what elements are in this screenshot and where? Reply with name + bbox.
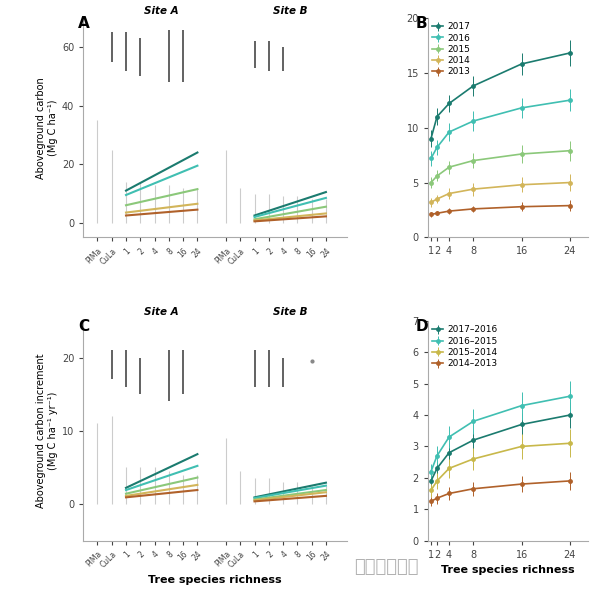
Text: 实用攻略知识: 实用攻略知识 xyxy=(354,558,418,576)
Text: Site A: Site A xyxy=(144,7,179,17)
Text: Site B: Site B xyxy=(273,307,308,317)
Text: Site B: Site B xyxy=(273,7,308,17)
Text: D: D xyxy=(415,319,428,334)
X-axis label: Tree species richness: Tree species richness xyxy=(148,575,282,585)
Legend: 2017–2016, 2016–2015, 2015–2014, 2014–2013: 2017–2016, 2016–2015, 2015–2014, 2014–20… xyxy=(432,326,497,368)
Text: A: A xyxy=(78,15,90,31)
Text: B: B xyxy=(415,15,426,31)
Legend: 2017, 2016, 2015, 2014, 2013: 2017, 2016, 2015, 2014, 2013 xyxy=(432,23,470,77)
X-axis label: Tree species richness: Tree species richness xyxy=(441,565,575,575)
Y-axis label: Aboveground carbon
(Mg C ha⁻¹): Aboveground carbon (Mg C ha⁻¹) xyxy=(36,77,58,179)
Y-axis label: Aboveground carbon increment
(Mg C ha⁻¹ yr⁻¹): Aboveground carbon increment (Mg C ha⁻¹ … xyxy=(36,353,58,508)
Text: Site A: Site A xyxy=(144,307,179,317)
Text: C: C xyxy=(78,319,89,334)
